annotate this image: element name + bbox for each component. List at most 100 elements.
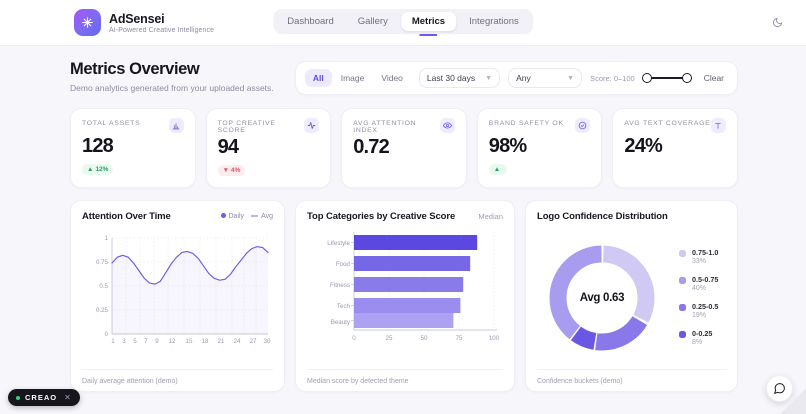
filter-video[interactable]: Video: [381, 73, 403, 83]
filter-all[interactable]: All: [304, 69, 332, 87]
legend-label: 0.25-0.5: [692, 301, 719, 311]
kpi-label: TOTAL ASSETS: [82, 120, 141, 127]
legend-swatch-icon: [679, 303, 686, 311]
date-range-select[interactable]: Last 30 days ▼: [418, 68, 501, 88]
chevron-down-icon: ▼: [485, 74, 493, 82]
filter-image[interactable]: Image: [340, 73, 365, 83]
svg-text:0: 0: [352, 335, 356, 342]
activity-icon: [304, 118, 320, 133]
kpi-value: 0.72: [353, 136, 390, 158]
donut-chart: Avg 0.63: [543, 239, 661, 357]
card-title: Top Categories by Creative Score: [307, 211, 456, 222]
nav-tabs: Dashboard Gallery Metrics Integrations: [273, 9, 533, 34]
type-select[interactable]: Any ▼: [508, 68, 583, 88]
kpi-card-brand-safety-ok: BRAND SAFETY OK 98% ▲ 2%: [476, 108, 603, 188]
nav-tabs-container: Dashboard Gallery Metrics Integrations: [273, 9, 533, 34]
kpi-card-avg-text-coverage: AVG TEXT COVERAGE 24%: [612, 108, 738, 188]
kpi-label: AVG ATTENTION INDEX: [353, 120, 417, 134]
tab-metrics[interactable]: Metrics: [400, 12, 457, 31]
donut-chart-body: Avg 0.63 0.75-1.0 33%: [537, 222, 726, 369]
card-logo-confidence: Logo Confidence Distribution: [525, 200, 738, 392]
bar-lifestyle: [354, 235, 478, 250]
moon-icon[interactable]: [766, 12, 788, 34]
svg-text:0.5: 0.5: [99, 283, 108, 290]
svg-text:1: 1: [111, 338, 115, 345]
kpi-delta-badge: ▼ 4%: [217, 165, 246, 176]
clear-filters-button[interactable]: Clear: [703, 73, 724, 83]
svg-text:75: 75: [456, 335, 463, 342]
legend-item-avg: Avg: [251, 213, 273, 220]
kpi-card-row: TOTAL ASSETS 128 ▲ 12% TOP CREATIVE SCOR…: [70, 108, 738, 188]
legend-dash-icon: [251, 215, 259, 217]
svg-text:0.25: 0.25: [96, 307, 109, 314]
bar-tech: [354, 298, 461, 313]
creao-watermark-badge[interactable]: CREAO ✕: [8, 389, 80, 406]
tab-gallery[interactable]: Gallery: [357, 16, 388, 27]
line-chart-body: 1 0.75 0.5 0.25 0 1 3 5 7 9 12 15 18 21 …: [82, 222, 273, 369]
eye-icon: [439, 118, 455, 133]
legend-swatch-icon: [679, 276, 686, 284]
bar-chart-icon: [168, 118, 184, 133]
svg-text:30: 30: [264, 338, 271, 345]
card-footer: Daily average attention (demo): [82, 369, 273, 391]
legend-row[interactable]: 0.5-0.75 40%: [679, 275, 718, 294]
bar-food: [354, 256, 471, 271]
svg-text:100: 100: [489, 335, 500, 342]
chart-card-row: Attention Over Time Daily Avg: [70, 200, 738, 392]
score-range-label: Score: 0–100: [590, 73, 635, 83]
svg-text:15: 15: [186, 338, 193, 345]
donut-slice-0: [549, 245, 655, 350]
svg-text:Food: Food: [336, 261, 351, 268]
slider-handle-min[interactable]: [641, 73, 652, 83]
legend-label: Daily: [228, 213, 245, 220]
filter-toolbar: All Image Video Last 30 days ▼ Any ▼ Sco…: [294, 61, 738, 95]
svg-text:3: 3: [122, 338, 126, 345]
kpi-label: BRAND SAFETY OK: [488, 120, 564, 127]
kpi-label: TOP CREATIVE SCORE: [217, 120, 276, 134]
legend-value: 19%: [692, 311, 707, 319]
chat-bubble-icon[interactable]: [766, 375, 793, 402]
svg-text:Fitness: Fitness: [330, 282, 350, 289]
legend-row[interactable]: 0.25-0.5 19%: [679, 302, 718, 321]
svg-text:50: 50: [421, 335, 428, 342]
svg-text:9: 9: [155, 338, 159, 345]
kpi-delta-value: 12%: [95, 166, 109, 173]
kpi-value: 98%: [488, 135, 527, 157]
slider-handle-max[interactable]: [681, 73, 692, 83]
svg-text:1: 1: [105, 235, 109, 242]
svg-text:0.75: 0.75: [96, 259, 109, 266]
score-range-slider[interactable]: [641, 73, 692, 84]
legend-dot-icon: [220, 213, 226, 218]
attention-line-chart: 1 0.75 0.5 0.25 0 1 3 5 7 9 12 15 18 21 …: [96, 235, 271, 345]
daily-line-series: [111, 246, 269, 285]
svg-text:7: 7: [144, 338, 148, 345]
donut-slice-1: [549, 245, 655, 350]
svg-text:27: 27: [250, 338, 257, 345]
brand-logo-group[interactable]: AdSensei AI-Powered Creative Intelligenc…: [74, 9, 214, 36]
tab-integrations[interactable]: Integrations: [469, 16, 519, 27]
legend-label: 0-0.25: [692, 328, 713, 338]
close-icon[interactable]: ✕: [64, 393, 72, 402]
svg-text:Tech: Tech: [337, 303, 351, 310]
legend-row[interactable]: 0-0.25 8%: [679, 329, 718, 348]
svg-text:Beauty: Beauty: [331, 319, 351, 326]
text-icon: [710, 118, 726, 133]
kpi-value: 94: [217, 136, 239, 158]
svg-text:24: 24: [234, 338, 241, 345]
card-badge-median: Median: [478, 212, 503, 221]
svg-text:Lifestyle: Lifestyle: [327, 240, 350, 247]
legend-row[interactable]: 0.75-1.0 33%: [679, 248, 718, 267]
chart-legend: Daily Avg: [220, 213, 273, 220]
bar-beauty: [354, 313, 454, 328]
bar-chart-body: Lifestyle Food Fitness Tech Beauty 0 25: [307, 222, 503, 369]
kpi-label: AVG TEXT COVERAGE: [624, 120, 711, 127]
page-title: Metrics Overview: [70, 60, 200, 78]
legend-value: 40%: [692, 284, 707, 292]
kpi-value: 24%: [624, 135, 663, 157]
check-circle-icon: [575, 118, 591, 133]
card-title: Attention Over Time: [82, 211, 171, 222]
top-navigation-bar: AdSensei AI-Powered Creative Intelligenc…: [0, 0, 806, 46]
type-select-value: Any: [516, 73, 531, 83]
page-header-row: Metrics Overview Demo analytics generate…: [70, 60, 738, 95]
tab-dashboard[interactable]: Dashboard: [287, 16, 334, 27]
